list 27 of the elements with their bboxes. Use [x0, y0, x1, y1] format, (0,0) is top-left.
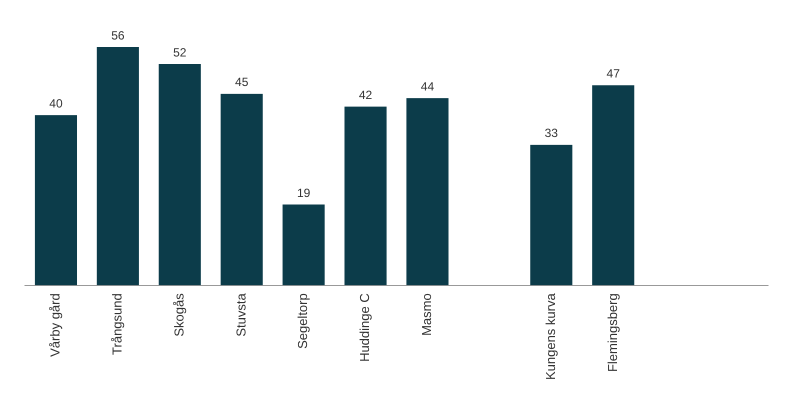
bar	[592, 85, 634, 286]
bar	[34, 115, 78, 286]
x-tick-label: Skogås	[171, 292, 186, 337]
x-tick-label: Trångsund	[109, 293, 124, 355]
x-tick-label: Stuvsta	[233, 292, 248, 337]
x-tick-label: Flemingsberg	[604, 293, 620, 372]
x-tick-label: Kungens kurva	[542, 292, 558, 380]
data-label: 52	[173, 45, 187, 60]
data-label: 44	[420, 79, 434, 94]
data-label: 47	[606, 66, 620, 81]
x-tick-label: Huddinge C	[357, 293, 372, 362]
bar	[96, 47, 139, 286]
data-label: 33	[544, 126, 558, 140]
x-tick-label: Vårby gård	[48, 293, 63, 357]
data-label: 19	[296, 186, 311, 200]
bar	[158, 64, 201, 286]
data-label: 40	[49, 96, 63, 110]
data-label: 45	[235, 75, 249, 90]
x-tick-label: Segeltorp	[295, 293, 310, 349]
data-label: 56	[111, 28, 125, 42]
x-tick-label: Masmo	[419, 293, 434, 336]
bar	[406, 98, 449, 286]
bar	[530, 144, 572, 286]
bar	[220, 94, 263, 286]
bar	[282, 204, 325, 286]
data-label: 42	[358, 88, 373, 102]
bar	[344, 106, 387, 286]
